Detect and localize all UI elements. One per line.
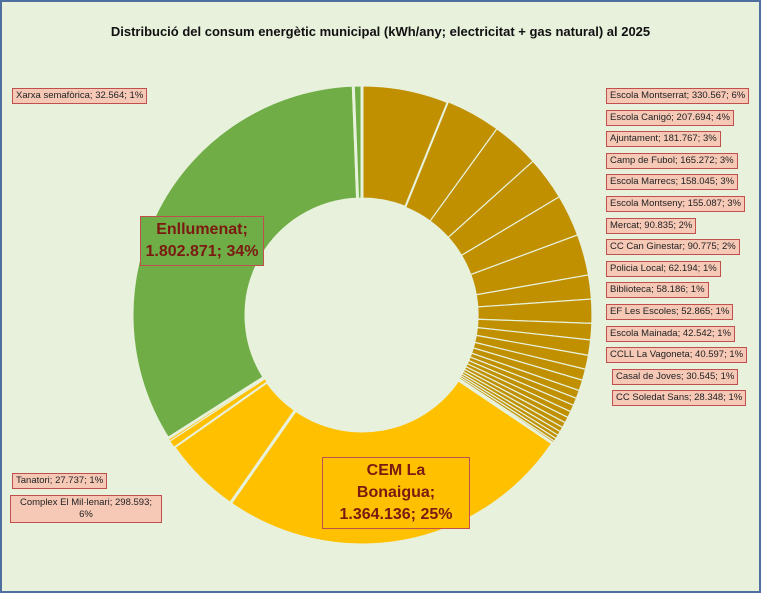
label-casal-de-joves: Casal de Joves; 30.545; 1% xyxy=(612,368,739,385)
label-ajuntament: Ajuntament; 181.767; 3% xyxy=(606,131,721,148)
label-enllumenat-line2: 1.802.871; 34% xyxy=(145,243,259,260)
slice-xarxa-semaf-rica xyxy=(351,83,364,201)
label-cc-soledat-sans: CC Soledat Sans; 28.348; 1% xyxy=(612,390,747,407)
chart-title: Distribució del consum energètic municip… xyxy=(110,24,651,39)
label-camp-de-fubol: Camp de Fubol; 165.272; 3% xyxy=(606,152,738,169)
label-cem-line1: CEM La Bonaigua; xyxy=(356,462,436,501)
label-policia-local: Policia Local; 62.194; 1% xyxy=(606,260,721,277)
label-cc-can-ginestar: CC Can Ginestar; 90.775; 2% xyxy=(606,239,740,256)
label-cem-line2: 1.364.136; 25% xyxy=(339,506,453,523)
label-escola-montseny: Escola Montseny; 155.087; 3% xyxy=(606,196,745,212)
label-tanatori: Tanatori; 27.737; 1% xyxy=(12,473,108,489)
label-enllumenat-line1: Enllumenat; xyxy=(156,221,248,238)
label-cem-la-bonaigua: CEM La Bonaigua; 1.364.136; 25% xyxy=(322,457,470,529)
label-escola-mainada: Escola Mainada; 42.542; 1% xyxy=(606,325,735,342)
label-biblioteca: Biblioteca; 58.186; 1% xyxy=(606,282,709,299)
label-escola-marrecs: Escola Marrecs; 158.045; 3% xyxy=(606,174,739,191)
label-enllumenat: Enllumenat; 1.802.871; 34% xyxy=(140,216,264,266)
label-complex-el-millenari: Complex El Mil·lenari; 298.593; 6% xyxy=(10,495,162,523)
label-ef-les-escoles: EF Les Escoles; 52.865; 1% xyxy=(606,304,734,320)
label-ccll-la-vagoneta: CCLL La Vagoneta; 40.597; 1% xyxy=(606,347,748,364)
label-xarxa-semaforica: Xarxa semafòrica; 32.564; 1% xyxy=(12,88,148,104)
label-mercat: Mercat; 90.835; 2% xyxy=(606,217,697,234)
label-escola-canig-: Escola Canigó; 207.694; 4% xyxy=(606,109,734,126)
label-escola-montserrat: Escola Montserrat; 330.567; 6% xyxy=(606,88,750,104)
